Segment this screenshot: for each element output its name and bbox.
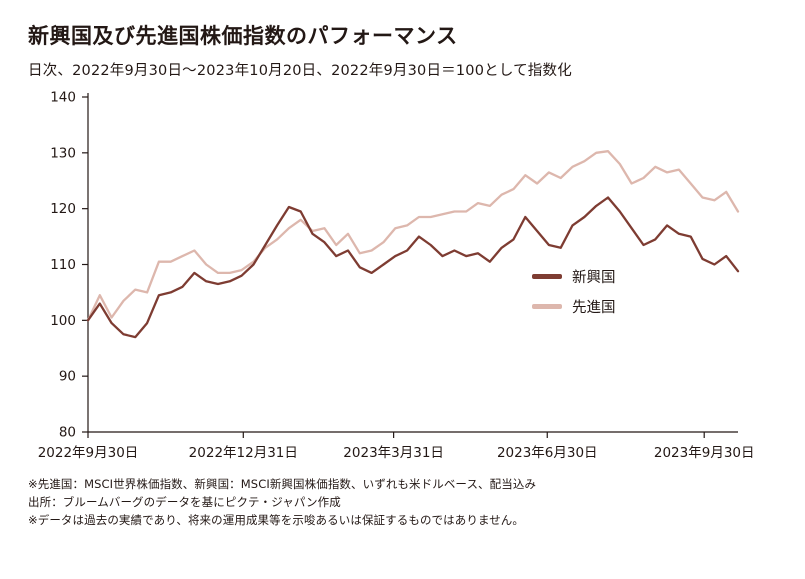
series-line-0 [86,196,740,339]
legend-item-developed: 先進国 [532,296,616,317]
legend-item-emerging: 新興国 [532,266,616,287]
series-line-1 [86,150,740,322]
footnote-disclaimer: ※データは過去の実績であり、将来の運用成果等を示唆あるいは保証するものではありま… [28,512,525,527]
y-tick-label: 130 [50,145,76,161]
y-tick-label: 140 [50,90,76,106]
x-tick-label: 2023年6月30日 [497,445,598,461]
line-chart: 80 90 100 110 120 130 140 2022年9月30日 2022年12月31日… [38,90,755,462]
x-tick-label: 2023年3月31日 [343,445,444,461]
chart-subtitle: 日次、2022年9月30日～2023年10月20日、2022年9月30日＝100… [28,63,572,79]
footnotes: ※先進国：MSCI世界株価指数、新興国：MSCI新興国株価指数、いずれも米ドルベ… [0,462,805,529]
legend-swatch-emerging [532,274,562,279]
x-tick-label: 2022年12月31日 [189,445,298,461]
x-tick-label: 2022年9月30日 [38,445,139,461]
chart-area: 80 90 100 110 120 130 140 2022年9月30日 2022年12月31日… [0,82,805,462]
y-tick-label: 110 [50,257,76,273]
legend-label-emerging: 新興国 [572,270,616,286]
y-tick-label: 120 [50,201,76,217]
chart-legend: 新興国 先進国 [532,266,616,317]
legend-label-developed: 先進国 [572,300,616,316]
y-tick-label: 100 [50,313,76,329]
legend-swatch-developed [532,304,562,309]
chart-title: 新興国及び先進国株価指数のパフォーマンス [28,24,458,48]
y-tick-label: 80 [59,425,76,441]
footnote-source: 出所：ブルームバーグのデータを基にピクテ・ジャパン作成 [28,494,341,509]
footnote-index-note: ※先進国：MSCI世界株価指数、新興国：MSCI新興国株価指数、いずれも米ドルベ… [28,477,537,491]
y-tick-label: 90 [59,369,76,385]
x-tick-label: 2023年9月30日 [654,445,755,461]
chart-header: 新興国及び先進国株価指数のパフォーマンス 日次、2022年9月30日～2023年… [0,0,805,80]
